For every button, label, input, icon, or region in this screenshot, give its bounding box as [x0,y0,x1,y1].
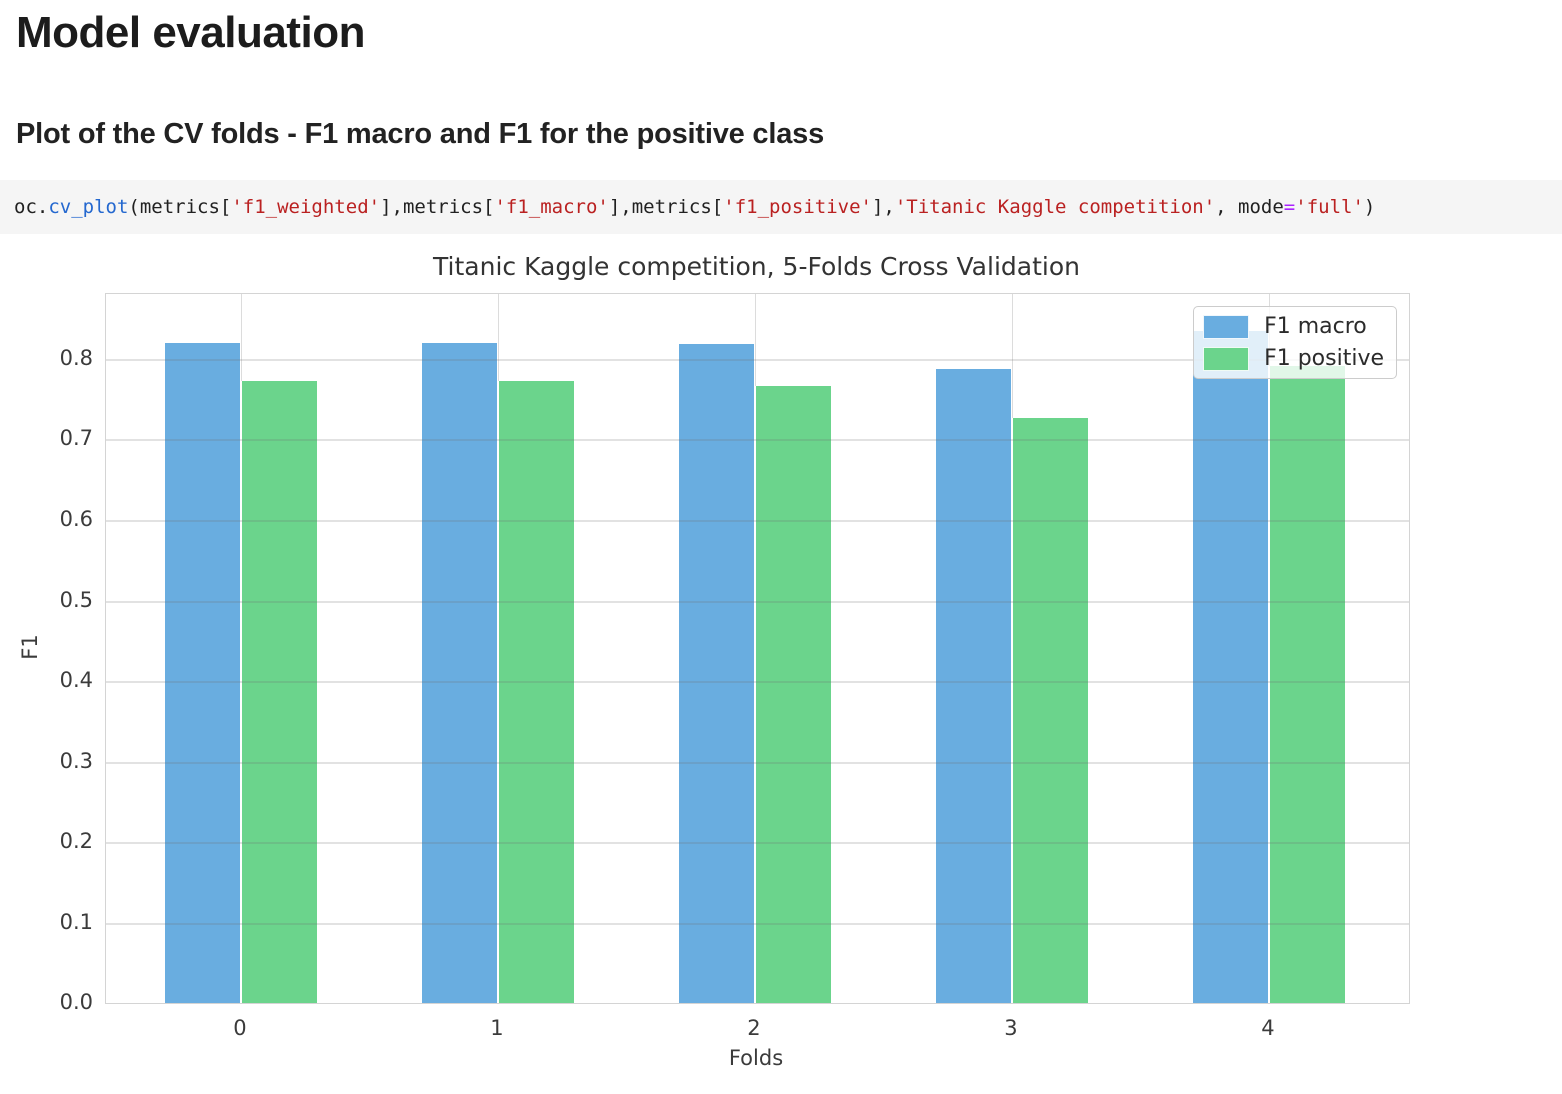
bar-f1-macro-fold-4 [1192,331,1269,1004]
y-tick-label: 0.6 [0,507,93,531]
code-token-string: 'f1_weighted' [231,196,380,218]
y-axis-label: F1 [18,635,42,660]
horizontal-gridline [106,681,1409,683]
code-token-function: cv_plot [48,196,128,218]
code-token-plain: , mode [1215,196,1284,218]
cv-plot-figure: Titanic Kaggle competition, 5-Folds Cros… [0,234,1562,1082]
horizontal-gridline [106,601,1409,603]
chart-title: Titanic Kaggle competition, 5-Folds Cros… [105,252,1408,281]
horizontal-gridline [106,762,1409,764]
y-tick-label: 0.8 [0,346,93,370]
y-tick-label: 0.2 [0,829,93,853]
legend-entry: F1 positive [1203,346,1384,371]
y-tick-label: 0.7 [0,426,93,450]
y-tick-label: 0.1 [0,910,93,934]
bar-f1-positive-fold-0 [241,381,318,1004]
legend-swatch [1203,347,1249,371]
x-tick-label: 0 [233,1016,246,1040]
plot-area: F1 macro F1 positive [105,293,1410,1004]
code-token-plain: ], [872,196,895,218]
code-token-string: 'f1_macro' [494,196,608,218]
bar-f1-macro-fold-1 [421,343,498,1004]
bar-f1-macro-fold-0 [164,343,241,1004]
y-tick-label: 0.0 [0,990,93,1014]
bar-f1-macro-fold-3 [935,369,1012,1004]
code-token-string: 'full' [1295,196,1364,218]
code-token-plain: oc. [14,196,48,218]
horizontal-gridline [106,520,1409,522]
code-line[interactable]: oc.cv_plot(metrics['f1_weighted'],metric… [14,196,1375,218]
legend-entry: F1 macro [1203,314,1384,339]
page-title: Model evaluation [16,8,1562,59]
bar-f1-positive-fold-4 [1269,366,1346,1003]
x-tick-label: 1 [490,1016,503,1040]
legend-swatch [1203,315,1249,339]
horizontal-gridline [106,842,1409,844]
y-tick-label: 0.4 [0,668,93,692]
code-token-plain: ],metrics[ [609,196,723,218]
legend-label: F1 macro [1264,314,1367,339]
code-token-string: 'Titanic Kaggle competition' [895,196,1215,218]
y-tick-label: 0.5 [0,588,93,612]
y-tick-label: 0.3 [0,749,93,773]
x-tick-label: 3 [1004,1016,1017,1040]
legend-label: F1 positive [1264,346,1384,371]
bar-f1-positive-fold-3 [1012,418,1089,1003]
code-token-string: 'f1_positive' [723,196,872,218]
code-token-plain: ) [1364,196,1375,218]
code-cell[interactable]: oc.cv_plot(metrics['f1_weighted'],metric… [0,180,1562,234]
code-token-operator: = [1284,196,1295,218]
x-tick-label: 2 [747,1016,760,1040]
horizontal-gridline [106,439,1409,441]
horizontal-gridline [106,923,1409,925]
code-token-plain: (metrics[ [128,196,231,218]
chart-legend: F1 macro F1 positive [1193,306,1397,379]
bar-f1-positive-fold-1 [498,381,575,1004]
x-axis-label: Folds [729,1046,783,1070]
bar-f1-macro-fold-2 [678,344,755,1003]
section-subtitle: Plot of the CV folds - F1 macro and F1 f… [16,117,1562,152]
bar-f1-positive-fold-2 [755,386,832,1003]
code-token-plain: ],metrics[ [380,196,494,218]
x-tick-label: 4 [1261,1016,1274,1040]
